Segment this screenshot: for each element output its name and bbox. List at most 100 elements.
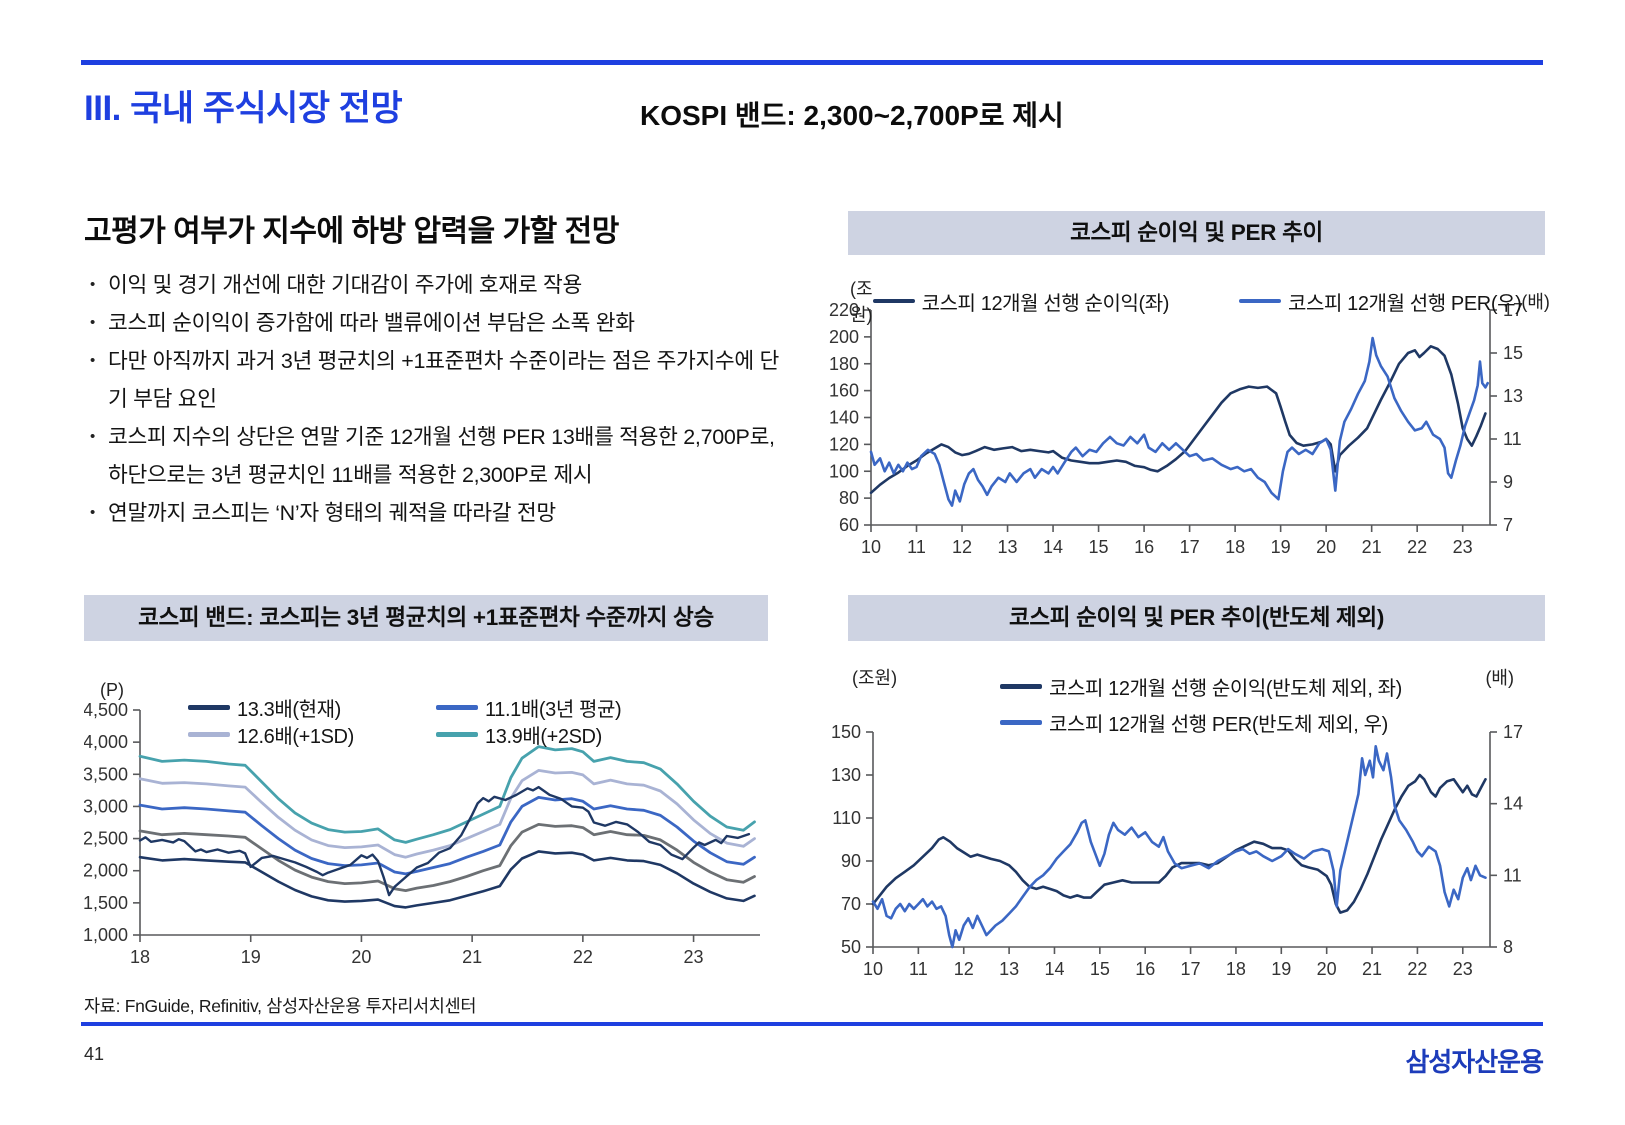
legend-label: 13.9배(+2SD) — [485, 726, 602, 748]
legend-label: 12.6배(+1SD) — [237, 726, 354, 748]
net-income-per-ex-semi-chart: 50 70 90 110 130 150 8 11 14 17 10 11 12 13 14 15 16 17 18… — [810, 648, 1550, 993]
svg-text:16: 16 — [1134, 537, 1154, 557]
svg-text:21: 21 — [462, 947, 482, 967]
section-heading: 고평가 여부가 지수에 하방 압력을 가할 전망 — [84, 215, 619, 248]
chart-title-net-income-per-ex-semi: 코스피 순이익 및 PER 추이(반도체 제외) — [848, 595, 1545, 641]
page-title: III. 국내 주식시장 전망 — [84, 89, 403, 128]
svg-text:70: 70 — [841, 894, 861, 914]
legend-swatch-lavender — [188, 732, 230, 737]
bullet-item: 다만 아직까지 과거 3년 평균치의 +1표준편차 수준이라는 점은 주가지수에… — [84, 342, 798, 418]
svg-text:12: 12 — [952, 537, 972, 557]
legend-label: 13.3배(현재) — [237, 699, 341, 721]
svg-text:120: 120 — [829, 434, 859, 454]
legend-swatch-teal — [436, 732, 478, 737]
legend-item-plus1sd: 12.6배(+1SD) — [188, 720, 436, 749]
svg-text:1,500: 1,500 — [84, 893, 128, 913]
svg-text:23: 23 — [1453, 537, 1473, 557]
svg-text:80: 80 — [839, 488, 859, 508]
svg-text:60: 60 — [839, 515, 859, 535]
net-income-per-plot: 60 80 100 120 140 160 180 200 220 7 9 11 13 15 17 10 11 1… — [829, 300, 1523, 557]
svg-text:16: 16 — [1135, 959, 1155, 978]
svg-text:50: 50 — [841, 937, 861, 957]
kospi-band-plot: 1,000 1,500 2,000 2,500 3,000 3,500 4,000 4,500… — [84, 700, 760, 967]
legend-label: 11.1배(3년 평균) — [485, 699, 622, 721]
top-rule — [81, 60, 1543, 65]
svg-text:4,000: 4,000 — [84, 732, 128, 752]
bullet-item: 이익 및 경기 개선에 대한 기대감이 주가에 호재로 작용 — [84, 266, 798, 304]
svg-text:14: 14 — [1503, 794, 1523, 814]
svg-text:4,500: 4,500 — [84, 700, 128, 720]
left-axis-unit: (조원) — [852, 668, 898, 688]
svg-text:15: 15 — [1503, 343, 1523, 363]
page-number: 41 — [84, 1044, 105, 1064]
svg-text:1,000: 1,000 — [84, 925, 128, 945]
svg-text:12: 12 — [954, 959, 974, 978]
svg-text:17: 17 — [1181, 959, 1201, 978]
svg-text:10: 10 — [863, 959, 883, 978]
svg-text:17: 17 — [1180, 537, 1200, 557]
svg-text:22: 22 — [1407, 959, 1427, 978]
svg-text:160: 160 — [829, 381, 859, 401]
svg-text:220: 220 — [829, 300, 859, 320]
legend-swatch-blue — [1239, 298, 1281, 304]
left-axis-unit: (조원) — [850, 279, 873, 325]
svg-text:3,000: 3,000 — [84, 796, 128, 816]
svg-text:21: 21 — [1362, 537, 1382, 557]
svg-text:22: 22 — [573, 947, 593, 967]
bottom-rule — [81, 1022, 1543, 1026]
chart-meta-row: (조원) 코스피 12개월 선행 순이익(좌) 코스피 12개월 선행 PER(… — [850, 275, 1550, 327]
svg-text:11: 11 — [907, 537, 926, 557]
legend-swatch-navy — [188, 705, 230, 710]
svg-text:180: 180 — [829, 354, 859, 374]
left-axis-unit: (P) — [100, 680, 124, 700]
samsung-asset-management-logo: 삼성자산운용 — [1405, 1047, 1544, 1077]
svg-text:14: 14 — [1044, 959, 1064, 978]
right-axis-unit: (배) — [1521, 292, 1550, 312]
svg-text:20: 20 — [1316, 537, 1336, 557]
svg-text:140: 140 — [829, 408, 859, 428]
svg-text:11: 11 — [1503, 865, 1522, 885]
svg-text:17: 17 — [1503, 722, 1523, 742]
svg-text:150: 150 — [831, 722, 861, 742]
svg-text:13: 13 — [1503, 386, 1523, 406]
svg-text:21: 21 — [1362, 959, 1382, 978]
svg-text:9: 9 — [1503, 472, 1513, 492]
legend-label: 코스피 12개월 선행 PER(반도체 제외, 우) — [1049, 714, 1388, 736]
chart-units-row: (조원) (배) — [852, 664, 1514, 690]
svg-text:23: 23 — [1453, 959, 1473, 978]
svg-text:10: 10 — [861, 537, 881, 557]
legend-label: 코스피 12개월 선행 순이익(반도체 제외, 좌) — [1049, 678, 1402, 700]
right-axis-unit: (배) — [1485, 668, 1514, 688]
legend-item-earnings-ex: 코스피 12개월 선행 순이익(반도체 제외, 좌) — [1000, 672, 1402, 701]
svg-text:13: 13 — [999, 959, 1019, 978]
source-note: 자료: FnGuide, Refinitiv, 삼성자산운용 투자리서치센터 — [84, 996, 477, 1016]
band-chart-legend: 13.3배(현재) 11.1배(3년 평균) 12.6배(+1SD) 13.9배… — [188, 694, 684, 748]
legend-item-current: 13.3배(현재) — [188, 693, 436, 722]
legend-label: 코스피 12개월 선행 PER(우) — [1288, 292, 1522, 315]
svg-text:200: 200 — [829, 327, 859, 347]
bullet-item: 연말까지 코스피는 ‘N’자 형태의 궤적을 따라갈 전망 — [84, 494, 798, 532]
svg-text:17: 17 — [1503, 300, 1523, 320]
svg-text:130: 130 — [831, 765, 861, 785]
page-subtitle: KOSPI 밴드: 2,300~2,700P로 제시 — [640, 100, 1064, 131]
svg-text:3,500: 3,500 — [84, 764, 128, 784]
svg-text:19: 19 — [1271, 959, 1291, 978]
bullet-list: 이익 및 경기 개선에 대한 기대감이 주가에 호재로 작용 코스피 순이익이 … — [84, 266, 798, 532]
legend-item-3yr-avg: 11.1배(3년 평균) — [436, 693, 684, 722]
svg-text:22: 22 — [1407, 537, 1427, 557]
net-income-per-chart: 60 80 100 120 140 160 180 200 220 7 9 11 13 15 17 10 11 1… — [810, 265, 1550, 575]
legend-item-per-ex: 코스피 12개월 선행 PER(반도체 제외, 우) — [1000, 708, 1402, 737]
chart-legend: 코스피 12개월 선행 순이익(반도체 제외, 좌) 코스피 12개월 선행 P… — [1000, 672, 1402, 737]
legend-swatch-blue — [436, 705, 478, 710]
svg-text:7: 7 — [1503, 515, 1513, 535]
legend-label: 코스피 12개월 선행 순이익(좌) — [921, 292, 1170, 315]
svg-text:15: 15 — [1090, 959, 1110, 978]
legend-item-plus2sd: 13.9배(+2SD) — [436, 720, 684, 749]
legend-item-per: 코스피 12개월 선행 PER(우) — [1239, 287, 1522, 316]
chart-title-net-income-per: 코스피 순이익 및 PER 추이 — [848, 211, 1545, 255]
legend-item-earnings: 코스피 12개월 선행 순이익(좌) — [872, 287, 1170, 316]
band-chart-title: 코스피 밴드: 코스피는 3년 평균치의 +1표준편차 수준까지 상승 — [84, 595, 768, 641]
svg-text:15: 15 — [1089, 537, 1109, 557]
svg-text:11: 11 — [1503, 429, 1522, 449]
